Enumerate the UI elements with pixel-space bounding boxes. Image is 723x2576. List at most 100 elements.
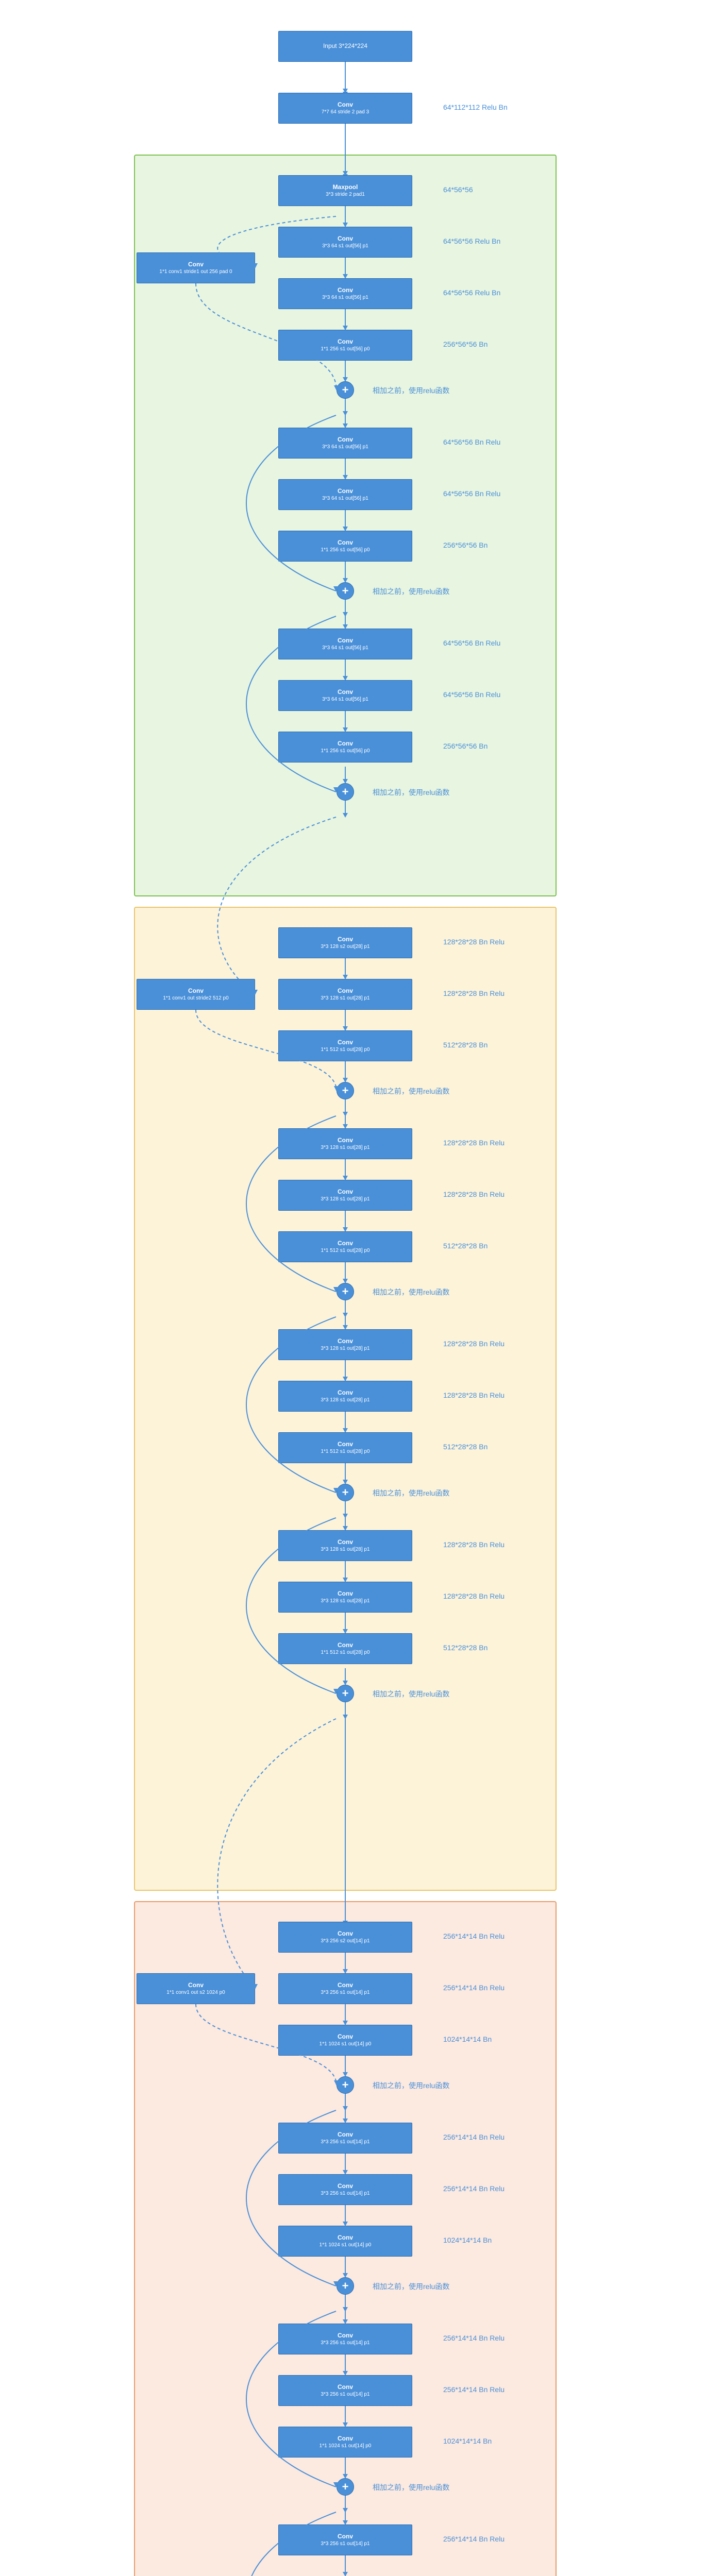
add-note: 相加之前，使用relu函数	[373, 2080, 449, 2091]
arrowhead	[343, 1176, 348, 1180]
output-shape-label: 64*56*56 Bn Relu	[443, 639, 500, 647]
add-note: 相加之前，使用relu函数	[373, 2482, 449, 2493]
output-shape-label: 128*28*28 Bn Relu	[443, 1592, 505, 1600]
add-op-a4: +	[337, 1082, 354, 1099]
connector-vline	[345, 62, 346, 93]
conv-node-c1c3: Conv1*1 256 s1 out[56] p0	[278, 732, 412, 762]
arrowhead	[343, 2072, 348, 2077]
output-shape-label: 128*28*28 Bn Relu	[443, 1190, 505, 1198]
arrowhead	[343, 1227, 348, 1232]
conv-node-c3c3: Conv1*1 1024 s1 out[14] p0	[278, 2427, 412, 2458]
conv-node-c1b2: Conv3*3 64 s1 out[56] p1	[278, 479, 412, 510]
output-shape-label: 64*56*56 Bn Relu	[443, 489, 500, 498]
arrowhead	[343, 423, 348, 428]
add-note: 相加之前，使用relu函数	[373, 1488, 449, 1498]
conv-node-c1b1: Conv3*3 64 s1 out[56] p1	[278, 428, 412, 459]
output-shape-label: 512*28*28 Bn	[443, 1443, 487, 1451]
output-shape-label: 256*14*14 Bn Relu	[443, 2535, 505, 2543]
arrowhead	[343, 2021, 348, 2025]
output-shape-label: 512*28*28 Bn	[443, 1041, 487, 1049]
conv-node-conv0: Conv7*7 64 stride 2 pad 3	[278, 93, 412, 124]
arrowhead	[343, 2520, 348, 2525]
conv-node-c3c1: Conv3*3 256 s1 out[14] p1	[278, 2324, 412, 2354]
conv-node-c3d1: Conv3*3 256 s1 out[14] p1	[278, 2524, 412, 2555]
arrowhead	[343, 1526, 348, 1531]
arrowhead	[343, 411, 348, 416]
conv-node-c1a1: Conv3*3 64 s1 out[56] p1	[278, 227, 412, 258]
conv-node-c1b3: Conv1*1 256 s1 out[56] p0	[278, 531, 412, 562]
arrowhead	[343, 975, 348, 979]
output-shape-label: 256*14*14 Bn Relu	[443, 1984, 505, 1992]
arrowhead	[343, 2119, 348, 2123]
arrowhead	[343, 1325, 348, 1330]
conv-node-c2a3: Conv1*1 512 s1 out[28] p0	[278, 1030, 412, 1061]
add-op-a1: +	[337, 381, 354, 399]
output-shape-label: 256*56*56 Bn	[443, 742, 487, 750]
add-note: 相加之前，使用relu函数	[373, 1689, 449, 1699]
add-op-a3: +	[337, 783, 354, 801]
arrowhead	[343, 779, 348, 784]
arrowhead	[343, 1124, 348, 1129]
conv-node-c2a1: Conv3*3 128 s2 out[28] p1	[278, 927, 412, 958]
arrowhead	[343, 2170, 348, 2175]
output-shape-label: 256*14*14 Bn Relu	[443, 1932, 505, 1940]
arrowhead	[343, 2508, 348, 2513]
output-shape-label: 256*14*14 Bn Relu	[443, 2334, 505, 2342]
side-conv-side2: Conv1*1 conv1 out stride2 512 p0	[137, 979, 255, 1010]
arrowhead	[343, 727, 348, 732]
connector-vline	[345, 124, 346, 175]
conv-node-c2c2: Conv3*3 128 s1 out[28] p1	[278, 1381, 412, 1412]
output-shape-label: 256*14*14 Bn Relu	[443, 2184, 505, 2193]
output-shape-label: 128*28*28 Bn Relu	[443, 989, 505, 997]
add-note: 相加之前，使用relu函数	[373, 1086, 449, 1096]
conv-node-c3b1: Conv3*3 256 s1 out[14] p1	[278, 2123, 412, 2154]
conv-node-c3b3: Conv1*1 1024 s1 out[14] p0	[278, 2226, 412, 2257]
arrowhead	[343, 223, 348, 227]
conv-node-c3a1: Conv3*3 256 s2 out[14] p1	[278, 1922, 412, 1953]
add-op-a9: +	[337, 2277, 354, 2295]
conv-node-c2d2: Conv3*3 128 s1 out[28] p1	[278, 1582, 412, 1613]
arrowhead	[343, 1112, 348, 1116]
arrowhead	[343, 2307, 348, 2312]
conv-node-c2c3: Conv1*1 512 s1 out[28] p0	[278, 1432, 412, 1463]
conv-node-c1c2: Conv3*3 64 s1 out[56] p1	[278, 680, 412, 711]
add-op-a2: +	[337, 582, 354, 600]
conv-node-c1a2: Conv3*3 64 s1 out[56] p1	[278, 278, 412, 309]
arrowhead	[343, 2474, 348, 2479]
output-shape-label: 512*28*28 Bn	[443, 1242, 487, 1250]
add-op-a6: +	[337, 1484, 354, 1501]
arrowhead	[343, 1026, 348, 1031]
arrowhead	[343, 2371, 348, 2376]
conv-node-c2b2: Conv3*3 128 s1 out[28] p1	[278, 1180, 412, 1211]
conv-node-c2d3: Conv1*1 512 s1 out[28] p0	[278, 1633, 412, 1664]
conv-node-c2b1: Conv3*3 128 s1 out[28] p1	[278, 1128, 412, 1159]
arrowhead	[343, 578, 348, 583]
output-shape-label: 256*14*14 Bn Relu	[443, 2133, 505, 2141]
output-shape-label: 64*56*56 Relu Bn	[443, 289, 500, 297]
output-shape-label: 128*28*28 Bn Relu	[443, 1540, 505, 1549]
output-shape-label: 256*56*56 Bn	[443, 340, 487, 348]
output-shape-label: 1024*14*14 Bn	[443, 2236, 492, 2244]
arrowhead	[343, 326, 348, 330]
output-shape-label: 64*56*56 Relu Bn	[443, 237, 500, 245]
output-shape-label: 64*56*56	[443, 185, 473, 194]
conv-node-c1c1: Conv3*3 64 s1 out[56] p1	[278, 629, 412, 659]
arrowhead	[343, 676, 348, 681]
arrowhead	[343, 1078, 348, 1082]
arrowhead	[343, 1377, 348, 1381]
output-shape-label: 256*56*56 Bn	[443, 541, 487, 549]
arrowhead	[343, 1313, 348, 1317]
conv-node-c2c1: Conv3*3 128 s1 out[28] p1	[278, 1329, 412, 1360]
arrowhead	[343, 1578, 348, 1582]
diagram-canvas: Input 3*224*224Input 3*224*224Conv7*7 64…	[0, 0, 723, 2576]
conv-node-c3c2: Conv3*3 256 s1 out[14] p1	[278, 2375, 412, 2406]
arrowhead	[343, 1681, 348, 1685]
arrowhead	[343, 1969, 348, 1974]
output-shape-label: 64*56*56 Bn Relu	[443, 690, 500, 699]
output-shape-label: 1024*14*14 Bn	[443, 2035, 492, 2043]
conv-node-c3a3: Conv1*1 1024 s1 out[14] p0	[278, 2025, 412, 2056]
arrowhead	[343, 2222, 348, 2226]
add-note: 相加之前，使用relu函数	[373, 2281, 449, 2292]
arrowhead	[343, 813, 348, 818]
side-conv-side1: Conv1*1 conv1 stride1 out 256 pad 0	[137, 252, 255, 283]
